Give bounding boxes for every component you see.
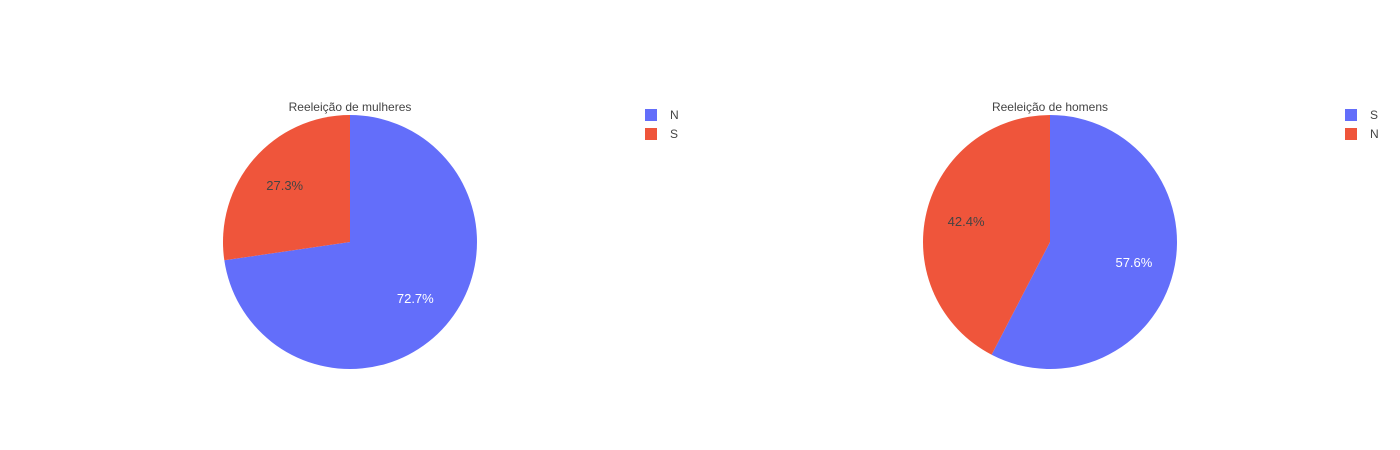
pie-slice-label-0-n: 72.7% xyxy=(397,291,434,306)
pie-slice-1-s[interactable] xyxy=(991,114,1178,370)
pie-slice-label-0-s: 27.3% xyxy=(266,178,303,193)
pie-labels-men: 57.6% 42.4% xyxy=(948,214,1153,270)
pie-slice-0-n[interactable] xyxy=(224,115,477,369)
legend-item-women-1[interactable]: S xyxy=(645,127,678,141)
legend-men: S N xyxy=(1345,108,1379,141)
legend-item-women-0[interactable]: N xyxy=(645,108,679,122)
pie-slice-label-1-n: 42.4% xyxy=(948,214,985,229)
pie-labels-women: 72.7% 27.3% xyxy=(266,178,434,306)
legend-swatch-men-1 xyxy=(1345,128,1357,140)
legend-label-women-0: N xyxy=(670,108,679,122)
pie-title-men: Reeleição de homens xyxy=(992,100,1108,114)
legend-item-men-0[interactable]: S xyxy=(1345,108,1378,122)
legend-swatch-men-0 xyxy=(1345,109,1357,121)
legend-item-men-1[interactable]: N xyxy=(1345,127,1379,141)
pie-chart-women: Reeleição de mulheres 72.7% 27.3% N S xyxy=(222,100,679,369)
legend-women: N S xyxy=(645,108,679,141)
legend-label-women-1: S xyxy=(670,127,678,141)
legend-swatch-women-1 xyxy=(645,128,657,140)
pie-slice-0-s[interactable] xyxy=(222,115,350,261)
legend-swatch-women-0 xyxy=(645,109,657,121)
pie-slice-1-n[interactable] xyxy=(923,115,1050,355)
pie-title-women: Reeleição de mulheres xyxy=(289,100,412,114)
legend-label-men-0: S xyxy=(1370,108,1378,122)
pie-slice-label-1-s: 57.6% xyxy=(1115,255,1152,270)
pie-chart-men: Reeleição de homens 57.6% 42.4% S N xyxy=(923,100,1379,370)
legend-label-men-1: N xyxy=(1370,127,1379,141)
pie-slices-men xyxy=(923,114,1178,370)
pie-slices-women xyxy=(222,115,477,369)
